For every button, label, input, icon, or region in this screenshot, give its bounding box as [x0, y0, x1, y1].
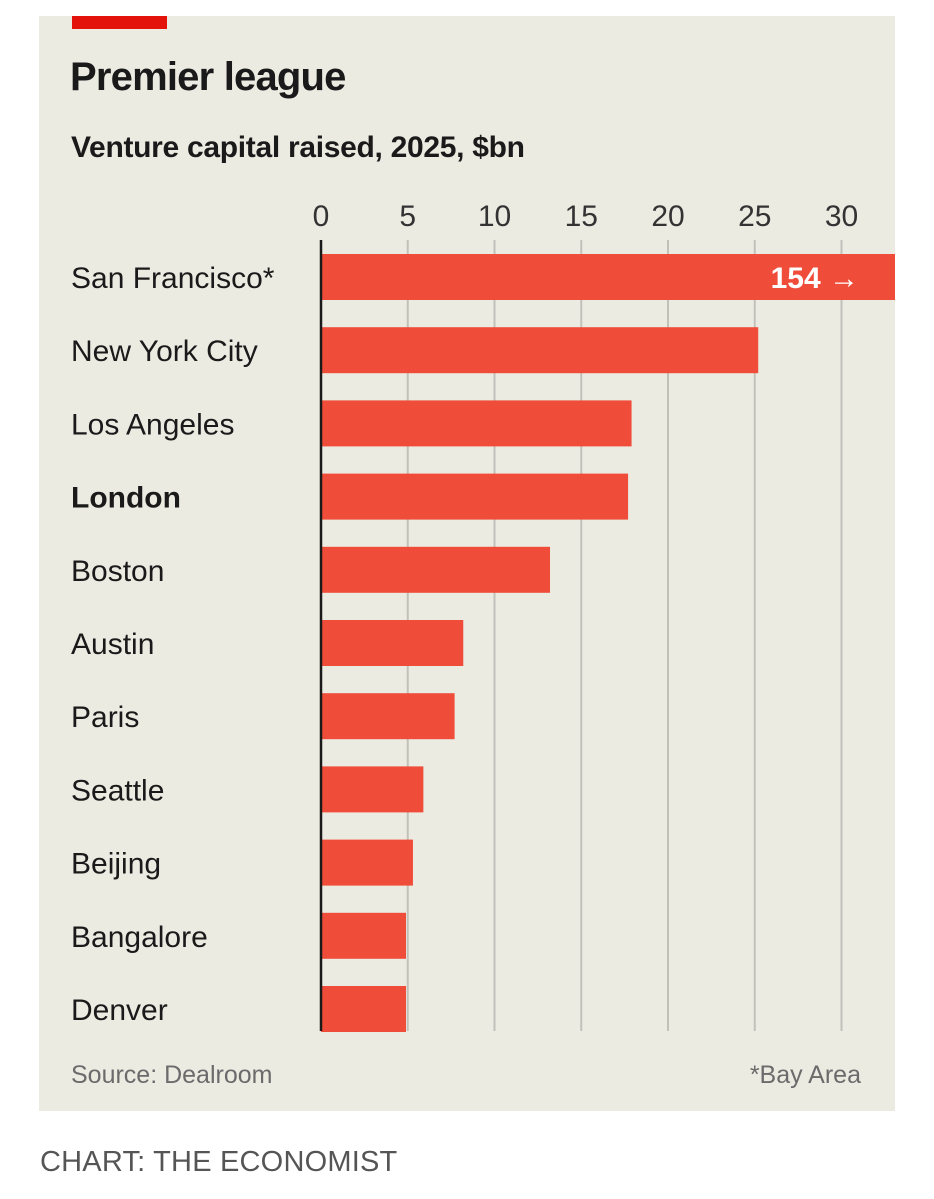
category-label: Beijing — [71, 848, 161, 881]
x-tick-label-5: 5 — [399, 200, 416, 233]
chart-title: Premier league — [70, 55, 346, 99]
x-tick-label-0: 0 — [313, 200, 330, 233]
category-label: Boston — [71, 555, 164, 588]
bar-beijing — [321, 839, 413, 886]
x-tick-label-20: 20 — [651, 200, 684, 233]
source-note: Source: Dealroom — [71, 1061, 273, 1089]
category-label: Bangalore — [71, 921, 208, 954]
chart-credit: CHART: THE ECONOMIST — [40, 1146, 398, 1178]
x-tick-label-10: 10 — [478, 200, 511, 233]
bar-bangalore — [321, 912, 407, 959]
economist-red-tab — [72, 16, 167, 29]
bar-boston — [321, 546, 551, 593]
bar-austin — [321, 620, 464, 666]
category-label: Los Angeles — [71, 408, 234, 441]
bar-san-francisco — [321, 254, 895, 300]
category-label: London — [71, 482, 181, 515]
category-label: Austin — [71, 628, 154, 661]
overflow-value-label: 154 → — [771, 262, 859, 295]
x-tick-label-30: 30 — [825, 200, 858, 233]
x-tick-label-25: 25 — [738, 200, 771, 233]
category-label: Seattle — [71, 774, 164, 807]
bar-los-angeles — [321, 400, 632, 447]
category-label: Paris — [71, 701, 139, 734]
bar-denver — [321, 986, 407, 1032]
bar-paris — [321, 693, 455, 740]
chart-subtitle: Venture capital raised, 2025, $bn — [71, 131, 525, 164]
footnote: *Bay Area — [749, 1061, 861, 1089]
bar-seattle — [321, 766, 424, 813]
category-label: San Francisco* — [71, 262, 275, 295]
category-label: Denver — [71, 994, 168, 1027]
x-tick-label-15: 15 — [565, 200, 598, 233]
category-label: New York City — [71, 335, 258, 368]
bar-london — [321, 473, 629, 520]
bar-new-york-city — [321, 327, 759, 374]
